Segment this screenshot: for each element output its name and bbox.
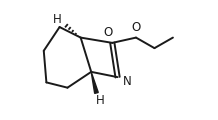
Polygon shape xyxy=(91,72,98,93)
Text: N: N xyxy=(123,75,132,88)
Text: O: O xyxy=(104,26,113,39)
Text: H: H xyxy=(53,13,61,26)
Text: H: H xyxy=(96,94,105,107)
Text: O: O xyxy=(131,21,141,34)
